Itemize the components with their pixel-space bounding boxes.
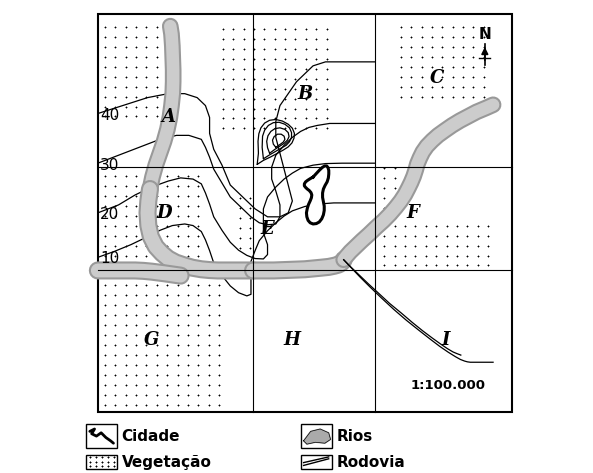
Text: 20: 20 xyxy=(100,207,119,222)
Text: I: I xyxy=(441,331,449,349)
Bar xyxy=(301,455,332,469)
Text: Cidade: Cidade xyxy=(122,429,180,444)
Text: H: H xyxy=(284,331,301,349)
Polygon shape xyxy=(304,166,329,224)
Text: N: N xyxy=(479,27,491,42)
Text: 30: 30 xyxy=(100,158,119,173)
Text: C: C xyxy=(430,69,444,87)
Text: D: D xyxy=(156,204,172,222)
Text: F: F xyxy=(406,204,419,222)
Polygon shape xyxy=(304,429,330,444)
Text: B: B xyxy=(297,85,313,103)
Bar xyxy=(86,424,117,448)
Text: E: E xyxy=(261,220,275,238)
Text: Rodovia: Rodovia xyxy=(337,455,406,470)
Text: 40: 40 xyxy=(100,108,119,123)
Text: 10: 10 xyxy=(100,251,119,266)
Text: A: A xyxy=(161,108,175,126)
Text: 1:100.000: 1:100.000 xyxy=(410,379,485,392)
Bar xyxy=(301,424,332,448)
Bar xyxy=(98,14,512,412)
Text: Vegetação: Vegetação xyxy=(122,455,211,470)
Text: Rios: Rios xyxy=(337,429,373,444)
Text: G: G xyxy=(144,331,160,349)
Bar xyxy=(86,455,117,469)
